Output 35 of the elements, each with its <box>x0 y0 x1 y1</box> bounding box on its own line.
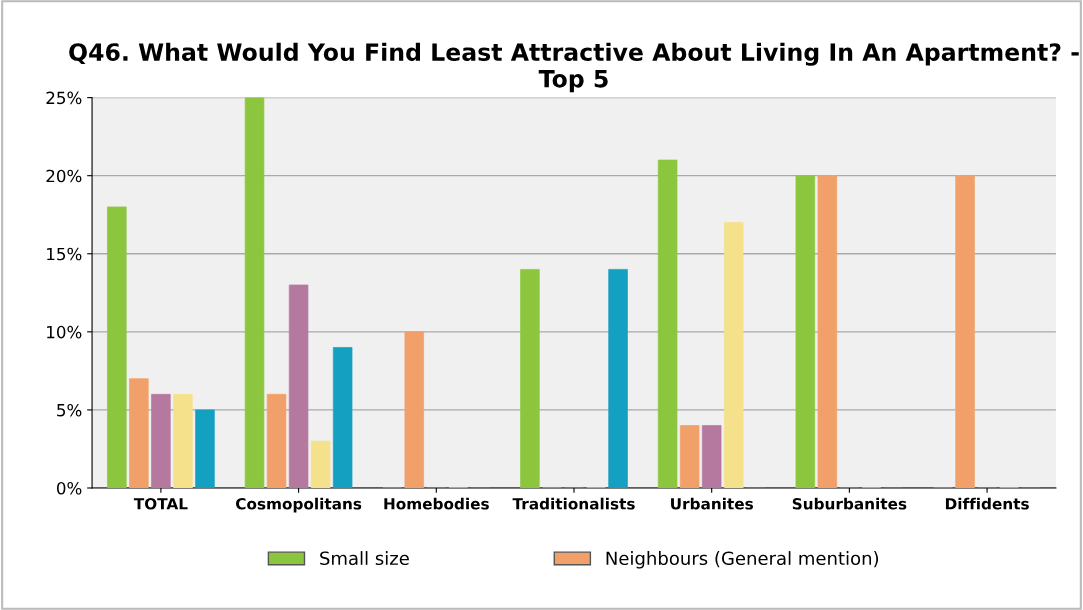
bar <box>107 206 127 488</box>
bar <box>701 425 722 488</box>
x-tick-label: Diffidents <box>945 497 1029 510</box>
bar <box>173 393 193 488</box>
legend-label: Neighbours (General mention) <box>606 551 879 569</box>
y-tick-label: 25% <box>46 91 82 105</box>
x-tick-label: Cosmopolitans <box>236 497 362 513</box>
y-tick-label: 15% <box>47 247 82 261</box>
y-tick-label: 20% <box>46 169 82 183</box>
x-tick-label: Suburbanites <box>792 497 907 510</box>
bar <box>244 97 265 488</box>
y-tick-label: 10% <box>47 325 82 339</box>
bar <box>332 347 353 488</box>
bar <box>608 269 628 488</box>
bar <box>817 175 838 488</box>
legend-label: Small size <box>320 551 409 566</box>
x-tick-label: Homebodies <box>384 497 489 510</box>
bar <box>657 159 678 488</box>
bar <box>151 393 171 488</box>
x-tick-label: Traditionalists <box>512 497 635 510</box>
bar <box>795 175 816 488</box>
bar <box>266 393 287 488</box>
bar <box>404 331 424 488</box>
y-tick-label: 5% <box>57 403 82 417</box>
bar <box>195 409 215 488</box>
bar <box>288 284 309 488</box>
bar <box>520 269 540 488</box>
y-tick-label: 0% <box>56 481 82 495</box>
bar <box>129 378 149 488</box>
bar <box>310 440 331 488</box>
bar <box>955 175 975 488</box>
bar <box>724 222 744 488</box>
x-tick-label: TOTAL <box>133 497 188 510</box>
bar <box>679 425 700 488</box>
x-tick-label: Urbanites <box>671 497 753 510</box>
